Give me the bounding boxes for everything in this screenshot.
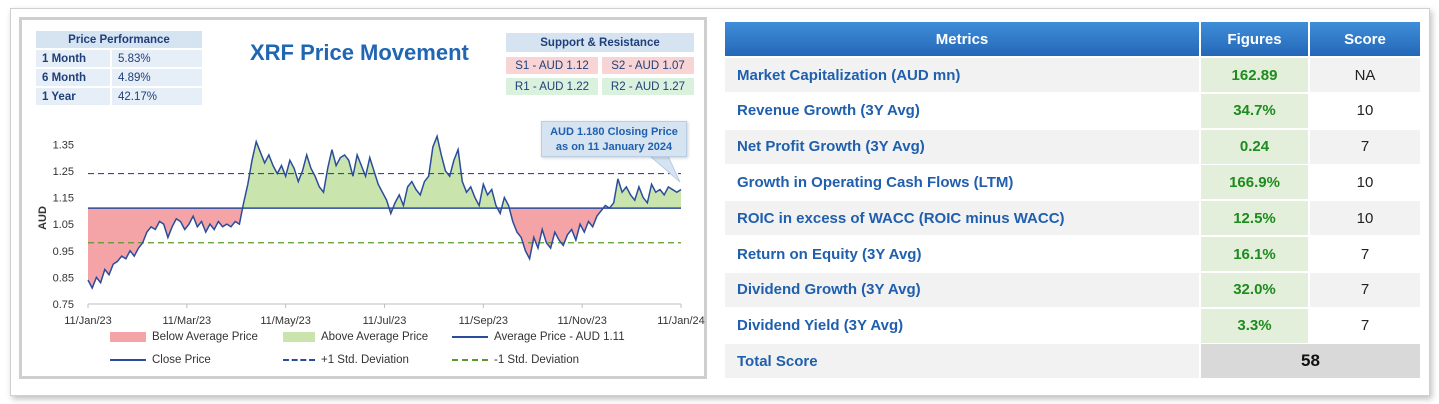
- metric-score: NA: [1310, 58, 1420, 92]
- metric-figure: 162.89: [1201, 58, 1308, 92]
- metric-label: Dividend Growth (3Y Avg): [725, 272, 1199, 307]
- callout-line-2: as on 11 January 2024: [555, 141, 673, 153]
- y-tick-label: 1.05: [53, 219, 74, 231]
- legend-avg: Average Price - AUD 1.11: [452, 331, 625, 343]
- above-average-area: [88, 136, 681, 209]
- metric-label: Return on Equity (3Y Avg): [725, 237, 1199, 271]
- resistance-1: R1 - AUD 1.22: [506, 78, 598, 95]
- metric-row: Dividend Growth (3Y Avg) 32.0% 7: [725, 272, 1420, 307]
- x-tick-label: 11/Sep/23: [459, 315, 508, 327]
- metric-label: Dividend Yield (3Y Avg): [725, 308, 1199, 343]
- pp-value-1y: 42.17%: [112, 88, 202, 105]
- legend-plus-sd: +1 Std. Deviation: [283, 354, 409, 366]
- metric-row: Market Capitalization (AUD mn) 162.89 NA: [725, 58, 1420, 92]
- metric-figure: 16.1%: [1201, 237, 1308, 271]
- metric-label: Growth in Operating Cash Flows (LTM): [725, 165, 1199, 200]
- y-axis-label: AUD: [37, 206, 49, 230]
- metric-row: Dividend Yield (3Y Avg) 3.3% 7: [725, 308, 1420, 343]
- x-tick-label: 11/Jul/23: [363, 315, 407, 327]
- y-tick-label: 0.95: [53, 246, 74, 258]
- y-tick-label: 1.15: [53, 193, 74, 205]
- pp-value-1m: 5.83%: [112, 50, 202, 67]
- header-metrics: Metrics: [725, 22, 1199, 56]
- metric-figure: 3.3%: [1201, 308, 1308, 343]
- close-price-line: [87, 133, 682, 290]
- x-tick-label: 11/Jan/23: [64, 315, 112, 327]
- metric-figure: 34.7%: [1201, 93, 1308, 128]
- y-tick-label: 0.75: [53, 299, 74, 311]
- support-2: S2 - AUD 1.07: [602, 57, 694, 74]
- y-tick-label: 0.85: [53, 272, 74, 284]
- legend-above: Above Average Price: [283, 331, 428, 343]
- legend-below: Below Average Price: [110, 331, 258, 343]
- metric-score: 7: [1310, 129, 1420, 164]
- metrics-header-row: Metrics Figures Score: [725, 22, 1420, 56]
- pp-label-1m: 1 Month: [36, 50, 110, 67]
- total-label: Total Score: [725, 344, 1199, 378]
- legend-close: Close Price: [110, 354, 211, 366]
- closing-price-callout: AUD 1.180 Closing Price as on 11 January…: [541, 121, 687, 157]
- metric-row: Revenue Growth (3Y Avg) 34.7% 10: [725, 93, 1420, 128]
- pp-value-6m: 4.89%: [112, 69, 202, 86]
- metric-figure: 12.5%: [1201, 201, 1308, 236]
- metric-row: Return on Equity (3Y Avg) 16.1% 7: [725, 237, 1420, 271]
- metric-row: ROIC in excess of WACC (ROIC minus WACC)…: [725, 201, 1420, 236]
- callout-line-1: AUD 1.180 Closing Price: [550, 126, 678, 138]
- price-performance-header: Price Performance: [36, 31, 202, 48]
- metric-score: 10: [1310, 93, 1420, 128]
- x-tick-label: 11/Nov/23: [558, 315, 607, 327]
- metric-label: Revenue Growth (3Y Avg): [725, 93, 1199, 128]
- y-tick-label: 1.35: [53, 139, 74, 151]
- pp-label-6m: 6 Month: [36, 69, 110, 86]
- metric-score: 10: [1310, 165, 1420, 200]
- metric-label: Net Profit Growth (3Y Avg): [725, 129, 1199, 164]
- x-tick-label: 11/Mar/23: [162, 315, 211, 327]
- metric-figure: 166.9%: [1201, 165, 1308, 200]
- sr-header: Support & Resistance: [506, 33, 694, 52]
- chart-title: XRF Price Movement: [250, 40, 469, 65]
- metric-score: 7: [1310, 272, 1420, 307]
- x-tick-label: 11/May/23: [260, 315, 311, 327]
- pp-label-1y: 1 Year: [36, 88, 110, 105]
- legend-minus-sd: -1 Std. Deviation: [452, 354, 579, 366]
- metric-label: ROIC in excess of WACC (ROIC minus WACC): [725, 201, 1199, 236]
- total-row: Total Score 58: [725, 344, 1420, 378]
- total-value: 58: [1201, 344, 1420, 378]
- below-average-area: [88, 208, 681, 289]
- y-tick-label: 1.25: [53, 166, 74, 178]
- metric-score: 7: [1310, 308, 1420, 343]
- metric-row: Growth in Operating Cash Flows (LTM) 166.…: [725, 165, 1420, 200]
- header-score: Score: [1310, 22, 1420, 56]
- metric-figure: 32.0%: [1201, 272, 1308, 307]
- metric-label: Market Capitalization (AUD mn): [725, 58, 1199, 92]
- x-tick-label: 11/Jan/24: [657, 315, 705, 327]
- callout-pointer: [648, 155, 681, 183]
- metric-row: Net Profit Growth (3Y Avg) 0.24 7: [725, 129, 1420, 164]
- metric-score: 7: [1310, 237, 1420, 271]
- metric-figure: 0.24: [1201, 129, 1308, 164]
- resistance-2: R2 - AUD 1.27: [602, 78, 694, 95]
- metric-score: 10: [1310, 201, 1420, 236]
- support-1: S1 - AUD 1.12: [506, 57, 598, 74]
- header-figures: Figures: [1201, 22, 1308, 56]
